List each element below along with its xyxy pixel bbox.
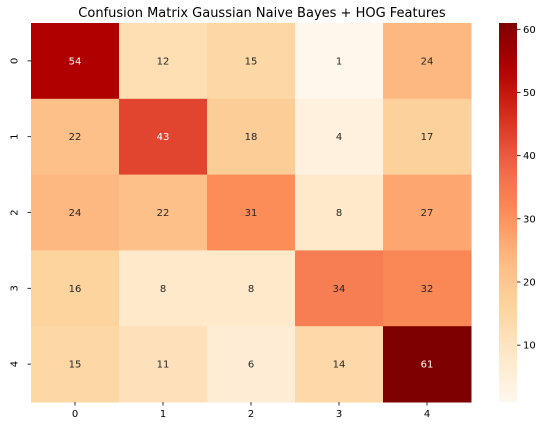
cell-value-label: 24 [421,56,434,67]
cell-value-label: 8 [160,284,166,295]
cell-value-label: 15 [245,56,258,67]
cell-value-label: 15 [69,360,82,371]
cell-value-label: 1 [336,56,342,67]
heatmap-cell [207,250,296,327]
heatmap-cell [383,23,472,100]
chart-title: Confusion Matrix Gaussian Naive Bayes + … [78,6,446,21]
heatmap-cell [119,326,208,403]
cell-value-label: 54 [69,56,82,67]
heatmap-cell [31,250,120,327]
x-tick-label: 4 [424,409,430,420]
colorbar-tick-label: 20 [523,277,536,288]
cell-value-label: 34 [333,284,346,295]
cell-value-label: 22 [157,208,170,219]
colorbar-tick-label: 60 [523,25,536,36]
heatmap-cell [207,326,296,403]
heatmap-cells: 54 12 15 1 24 22 43 18 4 17 24 22 31 8 27 16 8 8 34 32 15 11 6… [31,23,472,403]
x-tick-label: 0 [72,409,78,420]
heatmap-cell [119,250,208,327]
colorbar-tick-label: 10 [523,341,536,352]
colorbar-bar [499,23,517,402]
y-tick-label: 3 [10,285,21,291]
cell-value-label: 17 [421,132,434,143]
cell-value-label: 14 [333,360,346,371]
cell-value-label: 8 [248,284,254,295]
colorbar-tick-label: 40 [523,151,536,162]
cell-value-label: 27 [421,208,434,219]
colorbar-tick-label: 30 [523,214,536,225]
heatmap-cell [295,23,384,100]
x-tick-label: 1 [160,409,166,420]
cell-value-label: 6 [248,360,254,371]
heatmap-cell [207,23,296,100]
heatmap-cell [31,326,120,403]
y-tick-label: 2 [10,209,21,215]
heatmap-cell [383,326,472,403]
heatmap-cell [207,98,296,176]
heatmap-cell [31,23,120,100]
heatmap-cell [383,98,472,176]
heatmap-cell [383,250,472,327]
y-axis: 0 1 2 3 4 [10,58,31,367]
heatmap-cell [119,23,208,100]
cell-value-label: 11 [157,360,170,371]
heatmap-cell [31,174,120,251]
cell-value-label: 24 [69,208,82,219]
x-tick-label: 2 [248,409,254,420]
colorbar-tick-label: 50 [523,88,536,99]
heatmap-cell [295,250,384,327]
y-tick-label: 4 [10,361,21,367]
cell-value-label: 61 [421,360,434,371]
heatmap-cell [207,174,296,251]
cell-value-label: 8 [336,208,342,219]
heatmap-cell [295,98,384,176]
cell-value-label: 43 [157,132,170,143]
x-tick-label: 3 [336,409,342,420]
cell-value-label: 18 [245,132,258,143]
cell-value-label: 22 [69,132,82,143]
heatmap-cell [295,326,384,403]
cell-value-label: 31 [245,208,258,219]
cell-value-label: 4 [336,132,342,143]
colorbar: 10 20 30 40 50 60 [499,23,536,402]
heatmap-cell [383,174,472,251]
colorbar-ticks: 10 20 30 40 50 60 [517,25,536,352]
x-axis: 0 1 2 3 4 [72,402,430,420]
cell-value-label: 12 [157,56,170,67]
cell-value-label: 16 [69,284,82,295]
y-tick-label: 0 [10,58,21,64]
heatmap-cell [295,174,384,251]
heatmap-cell [119,174,208,251]
heatmap-cell [119,98,208,176]
heatmap-cell [31,98,120,176]
y-tick-label: 1 [10,134,21,140]
cell-value-label: 32 [421,284,434,295]
